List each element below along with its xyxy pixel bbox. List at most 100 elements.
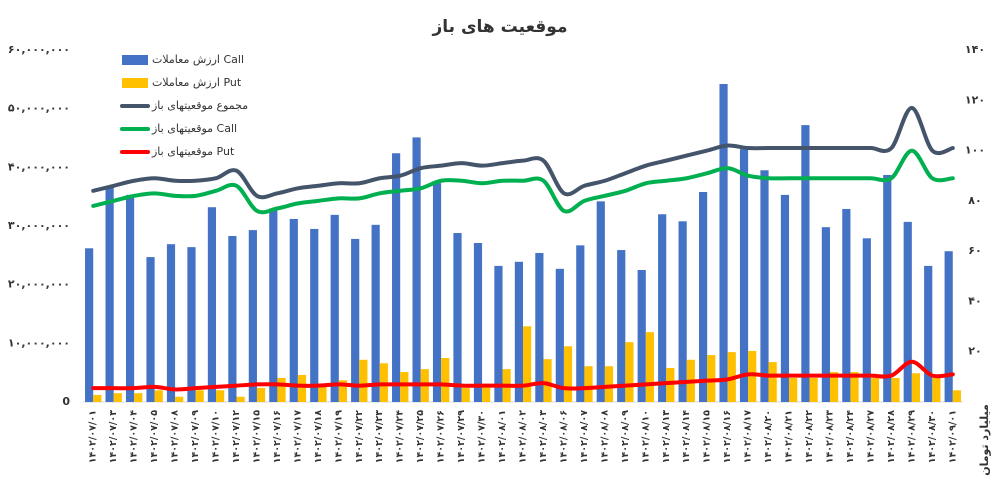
bar (514, 261, 523, 402)
bar (829, 372, 839, 402)
legend-label: ارزش معاملات Call (152, 53, 244, 66)
y-tick-label: ۲۰,۰۰۰,۰۰۰ (8, 278, 70, 291)
x-tick-label: ۱۴۰۲/۰۸/۲۳ (824, 410, 835, 464)
x-tick-label: ۱۴۰۲/۰۸/۲۹ (906, 410, 917, 464)
y2-tick-label: ۸۰ (968, 194, 981, 207)
bar (883, 174, 892, 402)
y-tick-label: ۱۰,۰۰۰,۰۰۰ (8, 336, 70, 349)
bar (85, 248, 94, 402)
bar (166, 244, 176, 402)
x-tick-label: ۱۴۰۲/۰۷/۰۱ (88, 410, 99, 463)
x-tick-label: ۱۴۰۲/۰۸/۰۷ (579, 410, 590, 464)
bar (748, 350, 757, 402)
bar (269, 208, 278, 402)
bar (195, 390, 204, 402)
x-tick-label: ۱۴۰۲/۰۷/۰۸ (170, 410, 181, 464)
x-tick-label: ۱۴۰۲/۰۸/۲۸ (886, 410, 897, 464)
legend-label: موقعیتهای باز Put (151, 145, 235, 158)
x-tick-label: ۱۴۰۲/۰۸/۱۴ (681, 410, 692, 464)
bar (494, 265, 503, 402)
bar (780, 194, 790, 402)
bar (432, 183, 442, 402)
bar (821, 227, 830, 402)
x-tick-label: ۱۴۰۲/۰۷/۱۶ (272, 410, 283, 463)
y-tick-label: 0 (62, 395, 70, 408)
y-tick-label: ۶۰,۰۰۰,۰۰۰ (8, 43, 70, 56)
bar (658, 214, 667, 402)
x-tick-label: ۱۴۰۲/۰۸/۲۲ (804, 410, 815, 464)
x-tick-label: ۱۴۰۲/۰۸/۲۷ (865, 410, 876, 464)
bar (862, 238, 871, 402)
bar (441, 358, 450, 402)
y2-tick-label: ۱۰۰ (965, 144, 985, 157)
x-tick-label: ۱۴۰۲/۰۷/۲۶ (436, 410, 447, 463)
bar (93, 394, 102, 402)
x-tick-label: ۱۴۰۲/۰۷/۳۰ (477, 410, 488, 463)
bar (903, 221, 912, 402)
x-tick-label: ۱۴۰۲/۰۹/۰۱ (947, 410, 958, 463)
x-tick-label: ۱۴۰۲/۰۸/۳۰ (927, 410, 938, 463)
x-tick-label: ۱۴۰۲/۰۸/۰۲ (518, 410, 529, 464)
x-tick-label: ۱۴۰۲/۰۷/۱۰ (211, 410, 222, 463)
bar (175, 396, 184, 402)
bar (625, 342, 634, 402)
legend-swatch (122, 78, 148, 88)
bar (576, 245, 585, 402)
x-tick-label: ۱۴۰۲/۰۷/۰۴ (129, 410, 140, 464)
x-tick-label: ۱۴۰۲/۰۸/۱۶ (722, 410, 733, 463)
x-tick-label: ۱۴۰۲/۰۷/۰۹ (190, 410, 201, 464)
bar (318, 384, 327, 402)
x-tick-label: ۱۴۰۲/۰۸/۰۹ (620, 410, 631, 464)
bar (125, 194, 135, 402)
x-tick-label: ۱۴۰۲/۰۸/۲۱ (784, 410, 795, 463)
bar (236, 396, 245, 402)
bar (924, 265, 933, 402)
x-tick-label: ۱۴۰۲/۰۸/۱۳ (661, 410, 672, 464)
bar (310, 228, 319, 402)
x-tick-label: ۱۴۰۲/۰۸/۰۸ (599, 410, 610, 464)
y-tick-label: ۴۰,۰۰۰,۰۰۰ (8, 160, 70, 173)
x-tick-label: ۱۴۰۲/۰۷/۱۲ (231, 410, 242, 464)
bar (256, 387, 266, 402)
bar (351, 238, 360, 402)
bar (216, 390, 225, 402)
bar (637, 270, 646, 402)
y-tick-label: ۵۰,۰۰۰,۰۰۰ (8, 102, 70, 115)
y-tick-label: ۳۰,۰۰۰,۰۰۰ (8, 219, 70, 232)
bar (207, 207, 217, 402)
bar (359, 359, 368, 402)
y2-tick-label: ۴۰ (968, 294, 981, 307)
bar (563, 346, 573, 402)
bar (473, 243, 483, 402)
bar (187, 247, 196, 402)
y2-axis-title: میلیارد تومان (978, 404, 991, 476)
x-tick-label: ۱۴۰۲/۰۷/۲۵ (415, 410, 426, 464)
bar (932, 377, 941, 402)
bar (850, 372, 859, 402)
x-tick-label: ۱۴۰۲/۰۷/۲۳ (374, 410, 385, 464)
bar (330, 214, 339, 402)
bar (604, 366, 614, 402)
bar (584, 366, 593, 402)
bar (543, 359, 552, 402)
bar (596, 201, 605, 402)
x-tick-label: ۱۴۰۲/۰۸/۰۱ (497, 410, 508, 463)
bar (371, 224, 380, 402)
bar (400, 372, 409, 402)
bar (952, 390, 961, 402)
x-tick-label: ۱۴۰۲/۰۸/۰۶ (558, 410, 569, 463)
bar (768, 362, 777, 402)
bar (482, 383, 491, 402)
bar (297, 375, 307, 402)
bar (739, 149, 749, 402)
bar (699, 191, 708, 402)
bar (134, 393, 143, 402)
line (91, 148, 955, 215)
x-tick-label: ۱۴۰۲/۰۸/۱۰ (640, 410, 651, 463)
x-tick-label: ۱۴۰۲/۰۷/۲۲ (354, 410, 365, 464)
bar (453, 233, 462, 402)
bar (105, 187, 114, 402)
y2-tick-label: ۶۰ (968, 244, 981, 257)
x-tick-label: ۱۴۰۲/۰۸/۲۰ (763, 410, 774, 463)
